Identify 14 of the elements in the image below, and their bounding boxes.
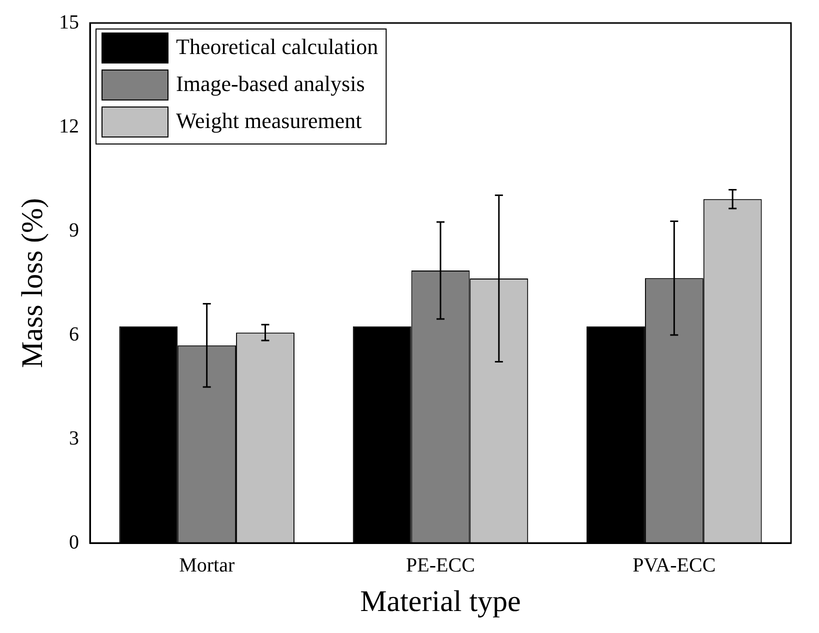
y-axis-title: Mass loss (%) (16, 198, 49, 368)
x-axis-title: Material type (360, 584, 521, 618)
y-tick-label: 15 (59, 11, 79, 34)
y-tick-label: 12 (59, 115, 79, 138)
legend-label: Theoretical calculation (176, 34, 378, 59)
x-tick-label: Mortar (179, 554, 235, 576)
legend-label: Weight measurement (176, 108, 362, 133)
y-tick-label: 9 (69, 219, 79, 242)
x-tick-label: PVA-ECC (632, 554, 716, 576)
y-tick-label: 6 (69, 323, 79, 346)
legend-label: Image-based analysis (176, 70, 365, 96)
x-tick-label: PE-ECC (406, 554, 475, 576)
y-tick-label: 0 (69, 531, 79, 554)
y-tick-label: 3 (69, 427, 79, 450)
